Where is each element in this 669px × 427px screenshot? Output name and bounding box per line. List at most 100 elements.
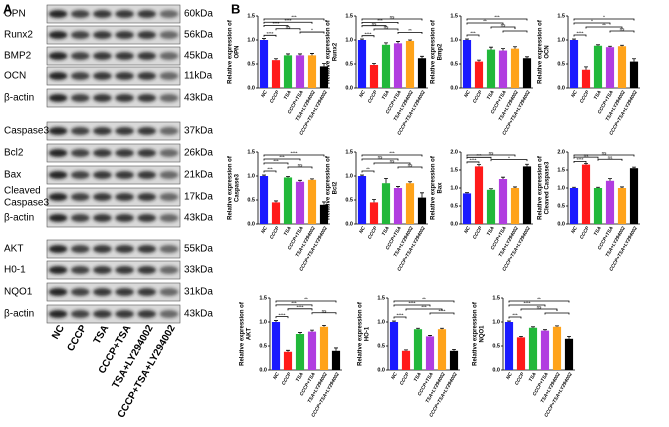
error-bar (543, 329, 547, 331)
error-bar (584, 66, 588, 70)
error-bar (262, 38, 266, 40)
error-bar (298, 332, 302, 334)
blot-band (93, 72, 112, 80)
y-axis-label: Relative expression of (326, 155, 332, 220)
error-bar (286, 349, 290, 352)
blot-band (137, 245, 157, 253)
significance-bracket (393, 304, 431, 307)
blot-band (48, 245, 68, 253)
significance-bracket (544, 312, 570, 315)
significance-label: *** (470, 31, 476, 36)
bar (271, 202, 281, 224)
significance-label: **** (266, 31, 273, 36)
blot-band (48, 31, 68, 39)
bar (449, 350, 459, 370)
significance-label: **** (469, 158, 476, 163)
significance-bracket (466, 34, 480, 37)
y-axis-label: OPN (235, 45, 241, 58)
x-tick-label: NC (358, 89, 367, 98)
significance-label: **** (284, 18, 291, 23)
y-axis-label: Relative expression of (326, 19, 332, 84)
blot-band (93, 149, 112, 157)
error-bar (632, 166, 636, 169)
blot-band (70, 94, 90, 102)
blot-strip (46, 46, 181, 66)
error-bar (396, 41, 400, 44)
significance-label: ns (537, 305, 543, 310)
significance-bracket (466, 156, 492, 159)
blot-band (159, 193, 179, 201)
significance-label: ** (422, 297, 426, 302)
blot-band (115, 72, 134, 80)
blot-band (48, 266, 68, 274)
y-tick-label: 0.5 (557, 61, 565, 67)
blot-band (137, 52, 157, 60)
bar (417, 197, 427, 224)
y-tick-label: 0.0 (450, 85, 458, 91)
blot-band (70, 245, 90, 253)
significance-bracket (397, 31, 423, 34)
error-bar (360, 174, 364, 176)
bar (474, 166, 484, 224)
blot-band (70, 171, 90, 179)
x-tick-label: TSA (413, 371, 423, 383)
error-bar (465, 192, 469, 194)
error-bar (572, 186, 576, 188)
significance-bracket (490, 159, 528, 162)
blot-band (93, 127, 112, 135)
y-axis-label: Relative expression of (538, 155, 544, 220)
y-tick-label: 0.0 (557, 85, 565, 91)
y-axis-label: Relative expression of (431, 155, 437, 220)
significance-label: *** (421, 305, 427, 310)
y-axis-label: AKT (247, 328, 253, 341)
blot-strip (46, 25, 181, 45)
bar (593, 45, 603, 88)
bar (393, 43, 403, 88)
y-tick-label: 1.0 (259, 319, 267, 325)
bar (617, 46, 627, 88)
blot-band (137, 310, 157, 318)
bar (605, 47, 615, 88)
bar (593, 188, 603, 224)
blot-band (137, 10, 157, 18)
significance-label: **** (438, 309, 445, 314)
protein-label: Caspase3 (4, 126, 49, 137)
kda-label: 21kDa (184, 170, 213, 181)
y-tick-label: 0.0 (492, 367, 500, 373)
x-tick-label: TSA (283, 89, 293, 101)
blot-band (159, 10, 179, 18)
significance-label: *** (267, 167, 273, 172)
significance-label: ns (501, 23, 507, 28)
bar (564, 338, 574, 370)
blot-band (93, 193, 112, 201)
error-bar (298, 179, 302, 182)
protein-label: Bcl2 (4, 148, 24, 159)
blot-band (93, 266, 112, 274)
bar (510, 48, 520, 88)
x-tick-label: CCCP (472, 225, 484, 240)
significance-bracket (263, 170, 277, 173)
significance-label: **** (272, 21, 279, 26)
significance-bracket (361, 25, 387, 28)
blot-band (137, 127, 157, 135)
y-tick-label: 1.5 (377, 295, 385, 301)
bar (381, 44, 391, 88)
error-bar (477, 164, 481, 167)
error-bar (384, 178, 388, 184)
blot-strip (46, 304, 181, 324)
blot-band (93, 94, 112, 102)
bar (307, 55, 317, 88)
error-bar (372, 63, 376, 65)
bar (498, 50, 508, 88)
blot-band (70, 31, 90, 39)
axis (460, 152, 533, 225)
protein-label: Bax (4, 170, 21, 181)
blot-band (115, 171, 134, 179)
bar (540, 330, 550, 370)
significance-bracket (361, 18, 423, 21)
error-bar (310, 178, 314, 180)
protein-label: OCN (4, 71, 26, 82)
x-tick-label: NC (505, 371, 514, 380)
bar (319, 204, 329, 224)
significance-bracket (263, 18, 325, 21)
